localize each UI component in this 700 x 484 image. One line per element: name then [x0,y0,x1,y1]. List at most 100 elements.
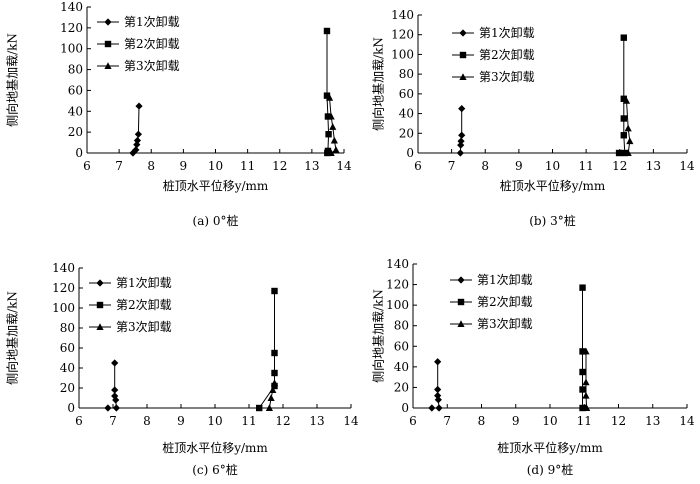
data-point [458,131,466,139]
data-point [456,149,464,157]
panel-caption: (c) 6°桩 [192,462,238,477]
x-tick-label: 10 [542,414,557,428]
data-point [622,96,631,104]
legend-marker [104,62,112,69]
data-point [582,404,590,411]
data-point [324,149,331,157]
x-tick-label: 14 [336,159,352,173]
y-tick-label: 140 [391,8,414,22]
legend-label: 第1次卸载 [477,272,533,287]
data-point [270,379,279,386]
data-point [620,132,627,139]
data-point [621,149,628,157]
y-tick-label: 120 [52,281,75,295]
data-point [133,141,141,149]
data-point [582,347,590,355]
legend-marker [457,320,465,327]
data-point [458,105,466,113]
data-point [327,112,335,120]
x-tick-label: 14 [343,414,359,428]
series-1 [129,102,143,157]
series-3 [622,96,634,156]
legend-label: 第2次卸载 [479,47,535,62]
data-point [324,113,332,120]
y-axis-label: 侧向地基加载/kN [371,37,386,131]
data-point [327,149,335,156]
x-tick-label: 9 [177,414,185,428]
data-point [325,131,332,138]
series-1 [104,359,120,412]
data-point [256,404,263,412]
data-point [615,149,623,157]
legend-label: 第1次卸载 [116,275,172,290]
series-line [268,382,275,409]
y-tick-label: 20 [399,126,414,140]
data-point [457,141,465,149]
data-point [271,287,278,295]
x-tick-label: 7 [109,414,117,428]
data-point [579,284,586,291]
x-tick-label: 11 [577,414,592,428]
data-point [620,95,627,102]
y-tick-label: 40 [68,104,83,118]
data-point [626,137,634,145]
panel-caption: (b) 3°桩 [529,213,576,228]
legend-marker [96,301,104,309]
x-tick-label: 12 [612,159,627,173]
y-tick-label: 80 [68,63,83,77]
data-point [579,404,586,412]
y-tick-label: 120 [386,278,409,292]
y-tick-label: 40 [394,360,409,374]
series-2 [615,34,628,157]
data-point [434,385,442,394]
y-tick-label: 20 [68,125,83,139]
y-tick-label: 120 [391,28,414,42]
y-tick-label: 100 [391,47,414,61]
y-tick-label: 0 [406,146,414,160]
data-point [271,369,278,377]
y-tick-label: 60 [394,339,409,353]
y-axis-label: 侧向地基加载/kN [5,291,20,385]
y-tick-label: 100 [60,42,83,56]
x-tick-label: 13 [645,414,660,428]
data-point [579,368,586,376]
data-point [325,93,334,101]
data-point [112,396,120,404]
x-tick-label: 12 [275,414,290,428]
x-tick-label: 13 [304,159,319,173]
y-tick-label: 0 [401,401,409,415]
chart-panel-1: 0 20 40 60 80 100 120 140 6 7 8 9 10 11 12 13 14 桩顶水平位移y/… [5,0,352,228]
x-tick-label: 11 [578,159,593,173]
data-point [329,123,337,130]
data-point [620,115,627,122]
series-1 [428,358,443,412]
series-3 [265,379,279,411]
x-tick-label: 13 [646,159,661,173]
x-tick-label: 13 [309,414,324,428]
data-point [579,386,586,393]
legend-label: 第3次卸载 [477,316,533,331]
x-tick-label: 6 [75,414,83,428]
series-1 [456,105,466,157]
data-point [267,394,275,401]
legend-marker [459,51,467,59]
data-point [435,404,443,412]
legend-marker [104,40,112,48]
x-axis-label: 桩顶水平位移y/mm [497,440,603,455]
legend-label: 第3次卸载 [124,58,180,73]
x-tick-label: 8 [478,414,486,428]
data-point [135,102,143,110]
y-tick-label: 80 [60,321,75,335]
x-tick-label: 7 [443,414,451,428]
panel-caption: (a) 0°桩 [193,213,239,228]
x-tick-label: 10 [545,159,560,173]
chart-panel-3: 0 20 40 60 80 100 120 140 6 7 8 9 10 11 12 13 14 桩顶水平位移y/… [5,261,359,477]
legend-label: 第3次卸载 [116,319,172,334]
data-point [457,137,465,145]
y-axis-label: 侧向地基加载/kN [371,289,386,383]
legend-label: 第2次卸载 [116,297,172,312]
x-tick-label: 8 [143,414,151,428]
chart-panel-2: 0 20 40 60 80 100 120 140 6 7 8 9 10 11 12 13 14 桩顶水平位移y/… [371,8,695,228]
